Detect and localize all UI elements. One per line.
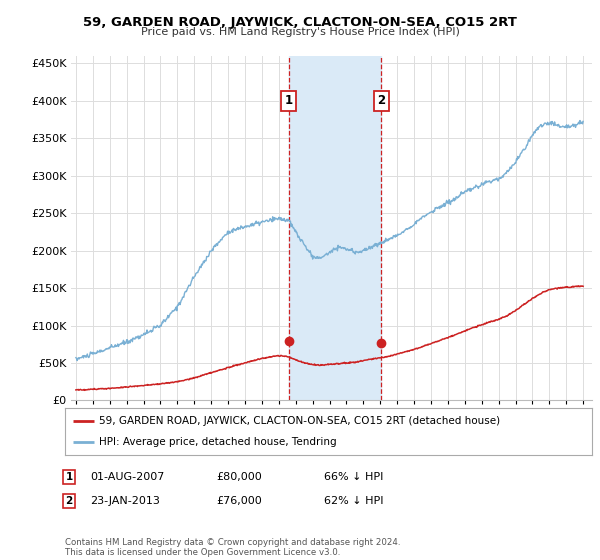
Text: 59, GARDEN ROAD, JAYWICK, CLACTON-ON-SEA, CO15 2RT: 59, GARDEN ROAD, JAYWICK, CLACTON-ON-SEA…: [83, 16, 517, 29]
Text: 23-JAN-2013: 23-JAN-2013: [90, 496, 160, 506]
Text: 01-AUG-2007: 01-AUG-2007: [90, 472, 164, 482]
Text: 1: 1: [65, 472, 73, 482]
Text: 2: 2: [377, 95, 385, 108]
Text: 2: 2: [65, 496, 73, 506]
Bar: [289, 56, 382, 400]
Text: £80,000: £80,000: [216, 472, 262, 482]
Text: 1: 1: [284, 95, 293, 108]
Text: 66% ↓ HPI: 66% ↓ HPI: [324, 472, 383, 482]
Text: HPI: Average price, detached house, Tendring: HPI: Average price, detached house, Tend…: [99, 437, 337, 447]
Text: 59, GARDEN ROAD, JAYWICK, CLACTON-ON-SEA, CO15 2RT (detached house): 59, GARDEN ROAD, JAYWICK, CLACTON-ON-SEA…: [99, 416, 500, 426]
Text: Price paid vs. HM Land Registry's House Price Index (HPI): Price paid vs. HM Land Registry's House …: [140, 27, 460, 37]
Text: £76,000: £76,000: [216, 496, 262, 506]
Text: 62% ↓ HPI: 62% ↓ HPI: [324, 496, 383, 506]
Text: Contains HM Land Registry data © Crown copyright and database right 2024.
This d: Contains HM Land Registry data © Crown c…: [65, 538, 400, 557]
